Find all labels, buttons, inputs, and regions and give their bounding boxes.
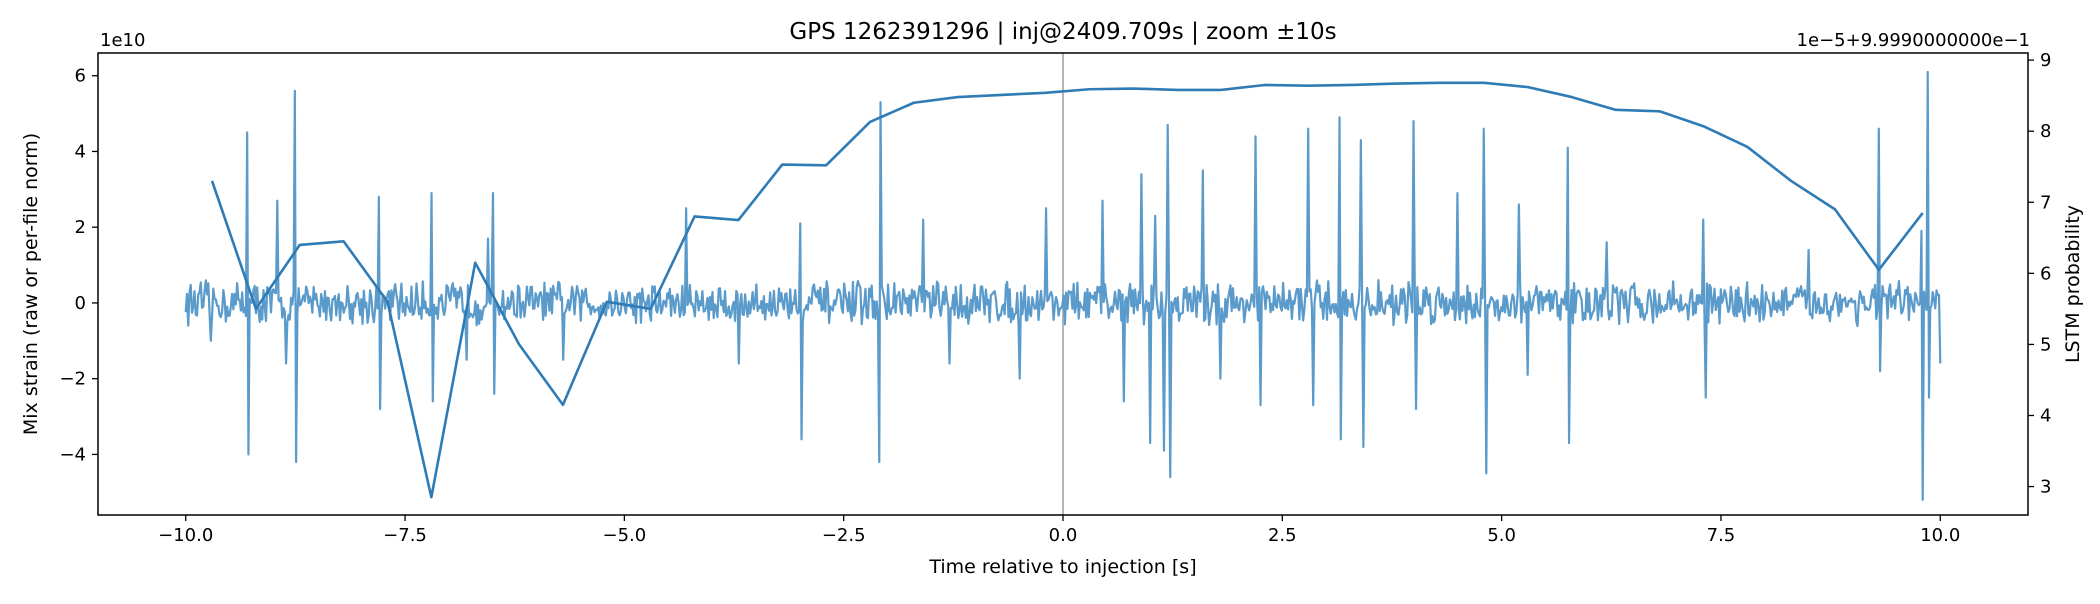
x-tick-label: 10.0 xyxy=(1920,525,1960,546)
x-tick-label: −5.0 xyxy=(603,525,647,546)
y-left-tick-label: 4 xyxy=(75,141,86,162)
y-left-tick-label: 6 xyxy=(75,66,86,87)
x-tick-label: −10.0 xyxy=(158,525,213,546)
chart-title: GPS 1262391296 | inj@2409.709s | zoom ±1… xyxy=(789,19,1336,45)
y-right-tick-label: 3 xyxy=(2040,477,2051,498)
y-right-tick-label: 5 xyxy=(2040,334,2051,355)
lstm-probability-line xyxy=(210,81,1924,499)
y-left-offset-text: 1e10 xyxy=(100,30,145,51)
y-left-tick-label: 0 xyxy=(75,293,86,314)
y-right-tick-label: 4 xyxy=(2040,405,2051,426)
x-tick-label: −2.5 xyxy=(822,525,866,546)
x-axis-label: Time relative to injection [s] xyxy=(928,556,1196,578)
y-right-axis-label: LSTM probability xyxy=(2062,205,2084,363)
x-tick-label: 0.0 xyxy=(1049,525,1078,546)
y-left-tick-label: −2 xyxy=(59,369,86,390)
y-right-offset-text: 1e−5+9.9990000000e−1 xyxy=(1797,30,2030,51)
y-left-tick-label: −4 xyxy=(59,444,86,465)
y-right-tick-label: 7 xyxy=(2040,192,2051,213)
x-tick-label: 2.5 xyxy=(1268,525,1297,546)
y-right-tick-label: 8 xyxy=(2040,121,2051,142)
y-left-axis-label: Mix strain (raw or per-file norm) xyxy=(20,133,42,435)
y-left-tick-label: 2 xyxy=(75,217,86,238)
x-tick-label: 7.5 xyxy=(1707,525,1736,546)
x-tick-label: −7.5 xyxy=(383,525,427,546)
x-tick-label: 5.0 xyxy=(1487,525,1516,546)
y-right-tick-label: 9 xyxy=(2040,50,2051,71)
y-right-tick-label: 6 xyxy=(2040,263,2051,284)
strain-series-line xyxy=(184,70,1942,501)
